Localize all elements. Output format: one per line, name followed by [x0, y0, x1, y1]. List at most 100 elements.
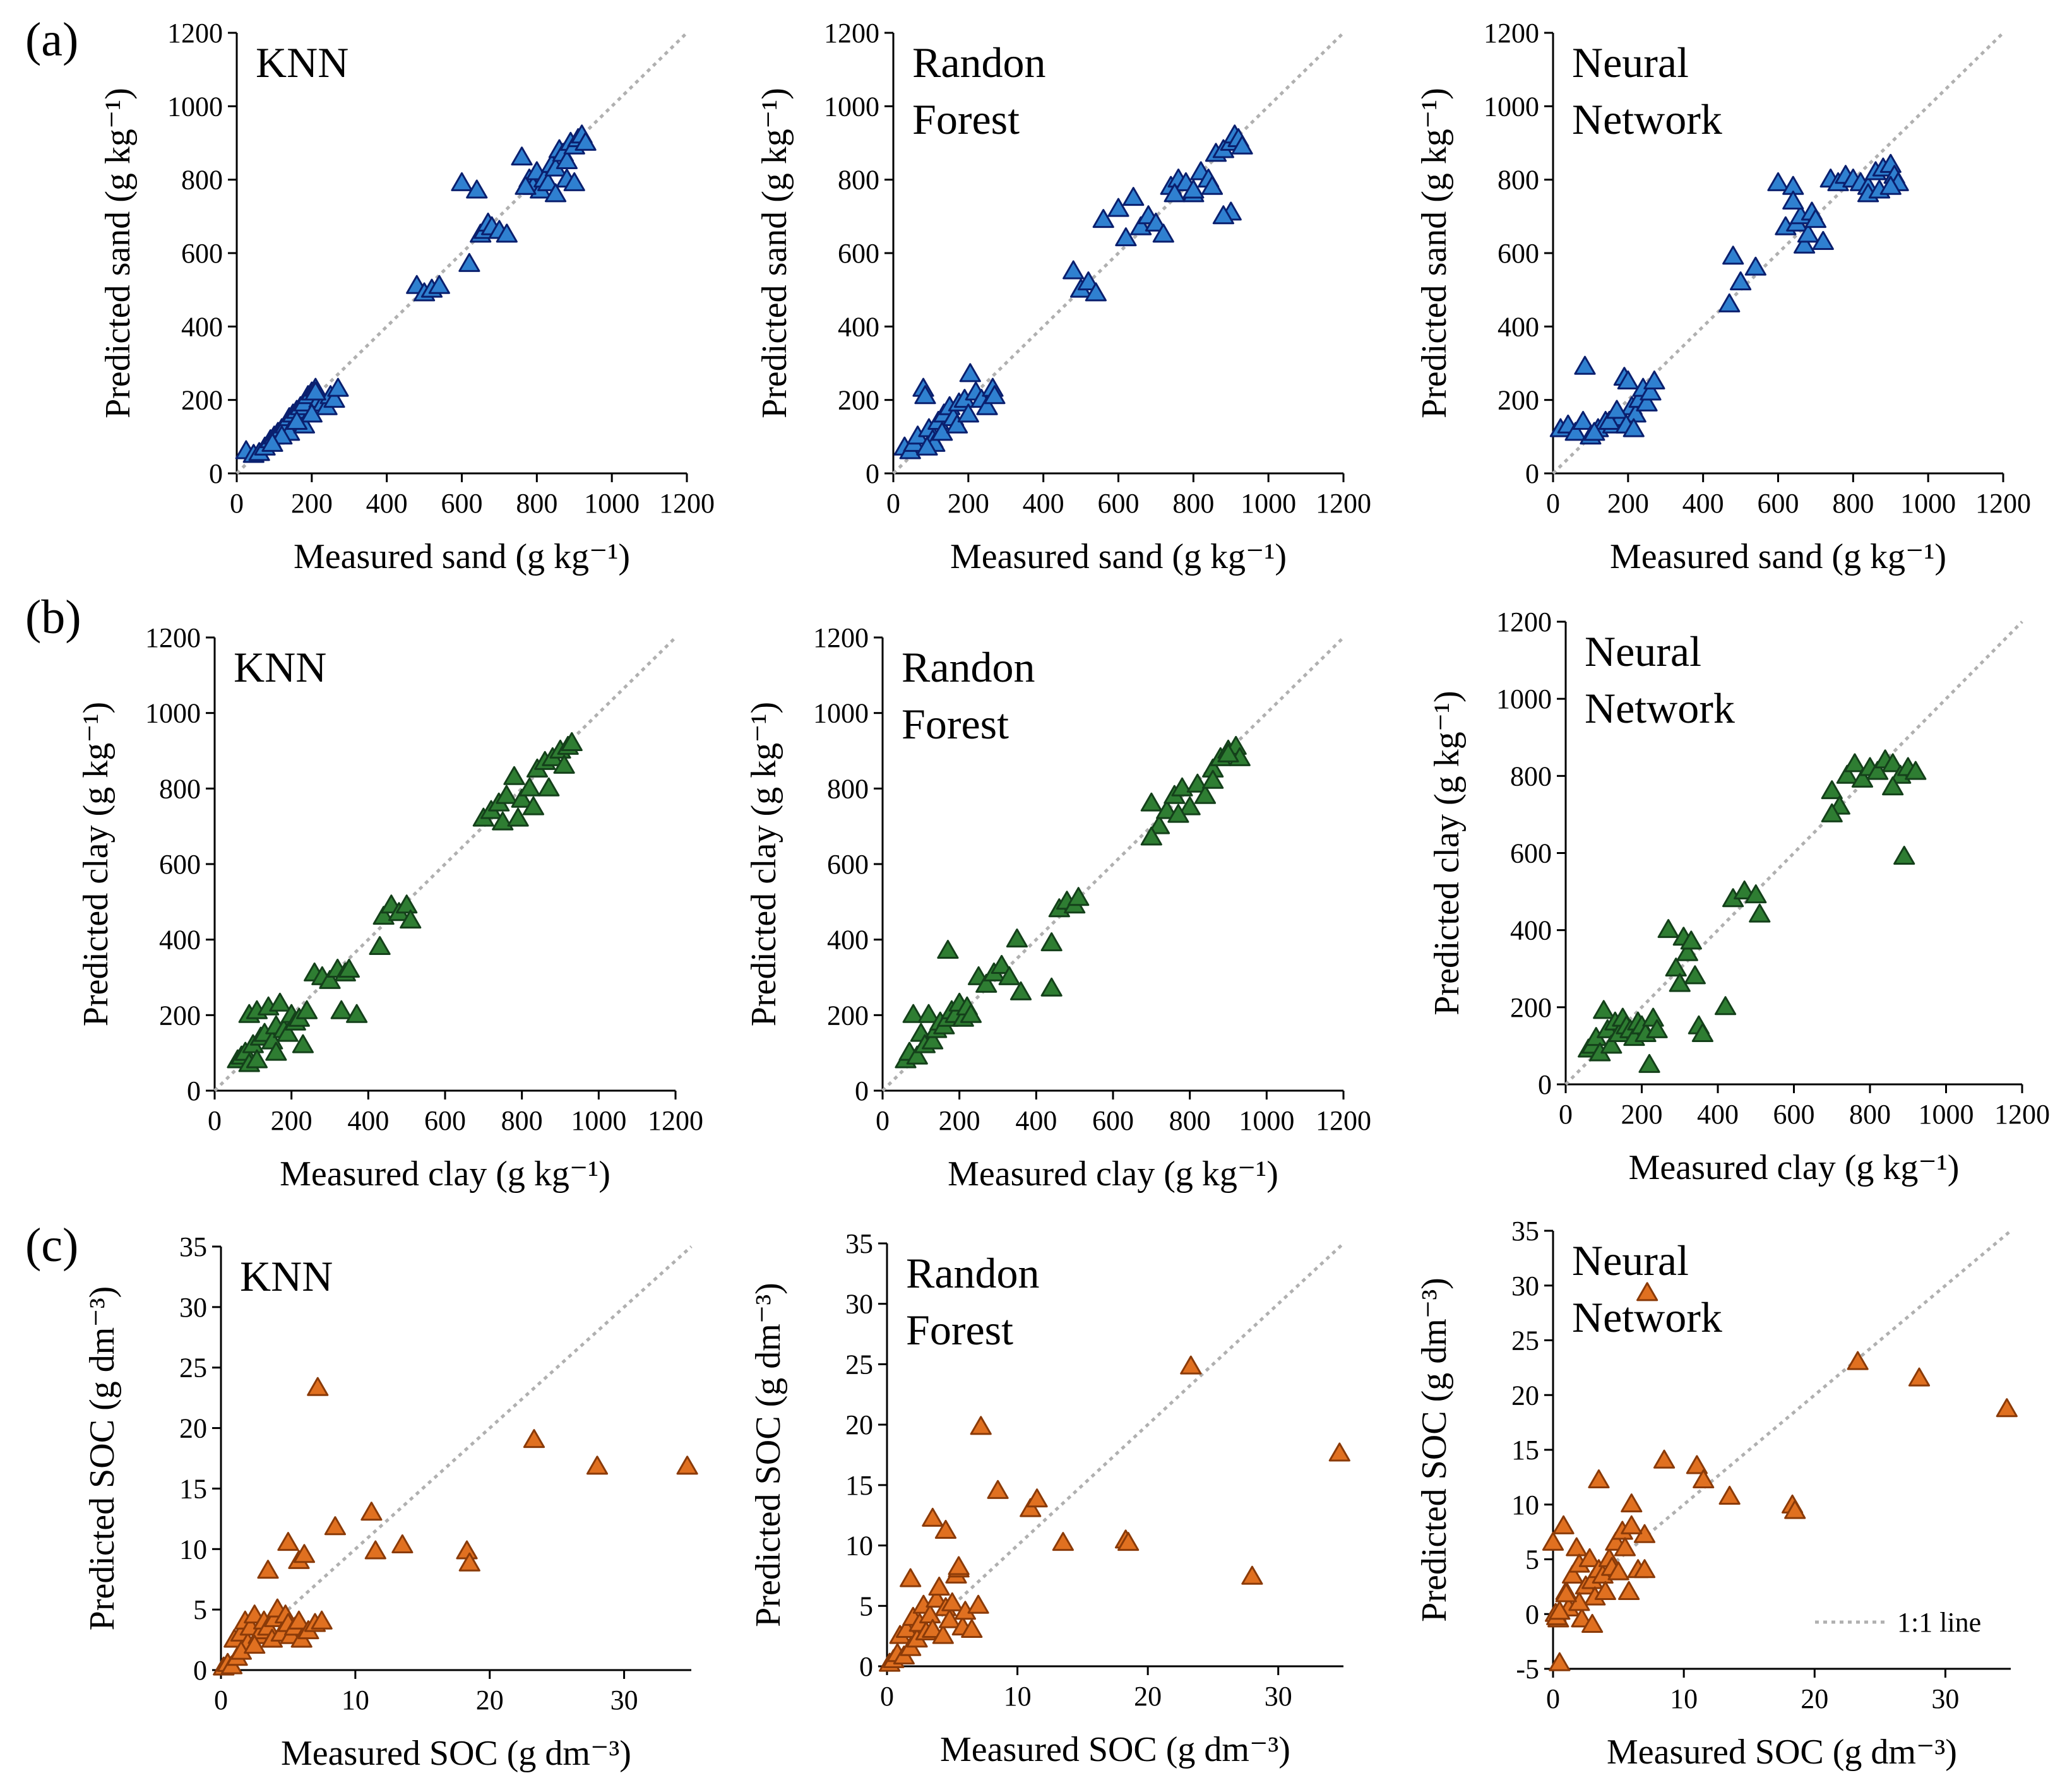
- data-point: [987, 1479, 1009, 1499]
- data-point: [1152, 223, 1174, 243]
- model-name-label: Neural: [1585, 627, 1701, 675]
- data-point: [1653, 1449, 1676, 1469]
- data-point: [916, 436, 938, 456]
- y-tick-label: 400: [181, 311, 223, 342]
- data-point: [932, 1625, 954, 1644]
- y-axis-title: Predicted sand (g kg⁻¹): [1415, 88, 1454, 418]
- data-point: [998, 966, 1020, 985]
- data-point: [360, 1502, 383, 1521]
- x-tick-label: 600: [441, 488, 483, 519]
- data-point: [941, 1592, 963, 1611]
- axes: 0 10 20 30 0 5 10 15 20 25 30 35: [179, 1231, 691, 1716]
- data-point: [1578, 1548, 1601, 1567]
- data-point: [323, 389, 345, 408]
- data-point: [277, 1532, 299, 1551]
- y-tick-label: 1200: [167, 18, 223, 49]
- data-point: [1614, 1537, 1636, 1556]
- x-tick-label: 0: [208, 1105, 222, 1136]
- x-tick-label: 1000: [584, 488, 640, 519]
- data-point: [1665, 957, 1687, 977]
- y-tick-label: 1000: [813, 698, 869, 729]
- chart-soc-knn: 0 10 20 30 0 5 10 15 20 25 30 35 Measured SOC (g dm⁻…: [83, 1231, 698, 1773]
- x-axis-title: Measured clay (g kg⁻¹): [280, 1154, 610, 1194]
- data-point: [244, 1635, 266, 1654]
- data-point: [1156, 800, 1178, 819]
- x-tick-label: 1000: [1241, 488, 1296, 519]
- x-tick-label: 0: [886, 488, 900, 519]
- data-point: [1718, 293, 1741, 312]
- x-tick-label: 400: [1015, 1105, 1057, 1136]
- data-point: [1140, 792, 1162, 812]
- data-point: [1693, 1469, 1715, 1488]
- y-tick-label: 600: [1510, 838, 1552, 869]
- data-point: [1542, 1531, 1564, 1551]
- data-point: [456, 1540, 478, 1560]
- data-point: [1767, 172, 1789, 191]
- data-point: [1882, 753, 1904, 773]
- one-to-one-line: [886, 1242, 1345, 1668]
- data-point: [1749, 903, 1771, 923]
- chart-clay-knn: 0 200 400 600 800 1000 1200 0 200 400 600 800 1000 12…: [76, 622, 703, 1194]
- data-point: [975, 973, 997, 993]
- x-axis-title: Measured sand (g kg⁻¹): [294, 537, 630, 576]
- data-point: [1179, 796, 1201, 815]
- data-point: [1068, 887, 1090, 906]
- x-tick-label: 30: [1265, 1681, 1292, 1712]
- data-point: [503, 766, 525, 785]
- x-axis-title: Measured SOC (g dm⁻³): [1607, 1733, 1957, 1772]
- x-tick-label: 200: [939, 1105, 980, 1136]
- data-point: [466, 179, 488, 199]
- x-tick-label: 600: [424, 1105, 466, 1136]
- y-axis-title: Predicted SOC (g dm⁻³): [1415, 1277, 1454, 1622]
- y-tick-label: 200: [1510, 992, 1552, 1023]
- data-point: [970, 1416, 992, 1435]
- data-point: [1052, 1532, 1074, 1551]
- series-points: [213, 1377, 698, 1676]
- x-tick-label: 400: [347, 1105, 389, 1136]
- data-point: [511, 788, 533, 808]
- data-point: [1633, 1559, 1656, 1579]
- data-point: [1241, 1565, 1263, 1585]
- data-point: [1784, 1500, 1806, 1519]
- data-point: [1642, 1007, 1664, 1027]
- data-point: [515, 175, 537, 195]
- data-point: [1201, 175, 1224, 195]
- series-points: [1578, 749, 1927, 1073]
- y-tick-label: 25: [845, 1349, 873, 1380]
- y-tick-label: 400: [827, 925, 869, 956]
- data-point: [324, 1516, 347, 1536]
- data-point: [369, 936, 391, 956]
- data-point: [1040, 932, 1063, 952]
- series-points: [893, 124, 1253, 459]
- data-point: [1549, 1652, 1571, 1671]
- data-point: [1182, 179, 1205, 199]
- y-tick-label: 0: [1538, 1069, 1552, 1100]
- model-name-label: Randon: [902, 643, 1035, 691]
- data-point: [544, 183, 567, 203]
- x-axis-title: Measured sand (g kg⁻¹): [950, 537, 1287, 576]
- data-point: [1804, 209, 1827, 228]
- data-point: [1745, 884, 1767, 904]
- data-point: [976, 396, 998, 415]
- model-name-label: KNN: [240, 1252, 333, 1300]
- data-point: [1676, 942, 1698, 961]
- data-point: [1821, 803, 1843, 822]
- data-point: [307, 1377, 329, 1396]
- axes: 0 200 400 600 800 1000 1200 0 200 400 600 800 1000 12…: [1496, 607, 2050, 1130]
- y-tick-label: 200: [827, 1000, 869, 1031]
- data-point: [553, 754, 575, 774]
- data-point: [1202, 769, 1224, 789]
- data-point: [1140, 826, 1162, 846]
- data-point: [1594, 1580, 1616, 1600]
- data-point: [1164, 183, 1186, 203]
- data-point: [1122, 187, 1145, 206]
- x-axis-title: Measured SOC (g dm⁻³): [281, 1734, 631, 1773]
- data-point: [1893, 845, 1915, 865]
- row-label-a: (a): [25, 13, 79, 66]
- y-tick-label: 0: [866, 458, 879, 489]
- y-tick-label: 20: [179, 1413, 207, 1444]
- y-tick-label: 1200: [813, 622, 869, 653]
- data-point: [1167, 803, 1189, 823]
- data-point: [1549, 1601, 1571, 1620]
